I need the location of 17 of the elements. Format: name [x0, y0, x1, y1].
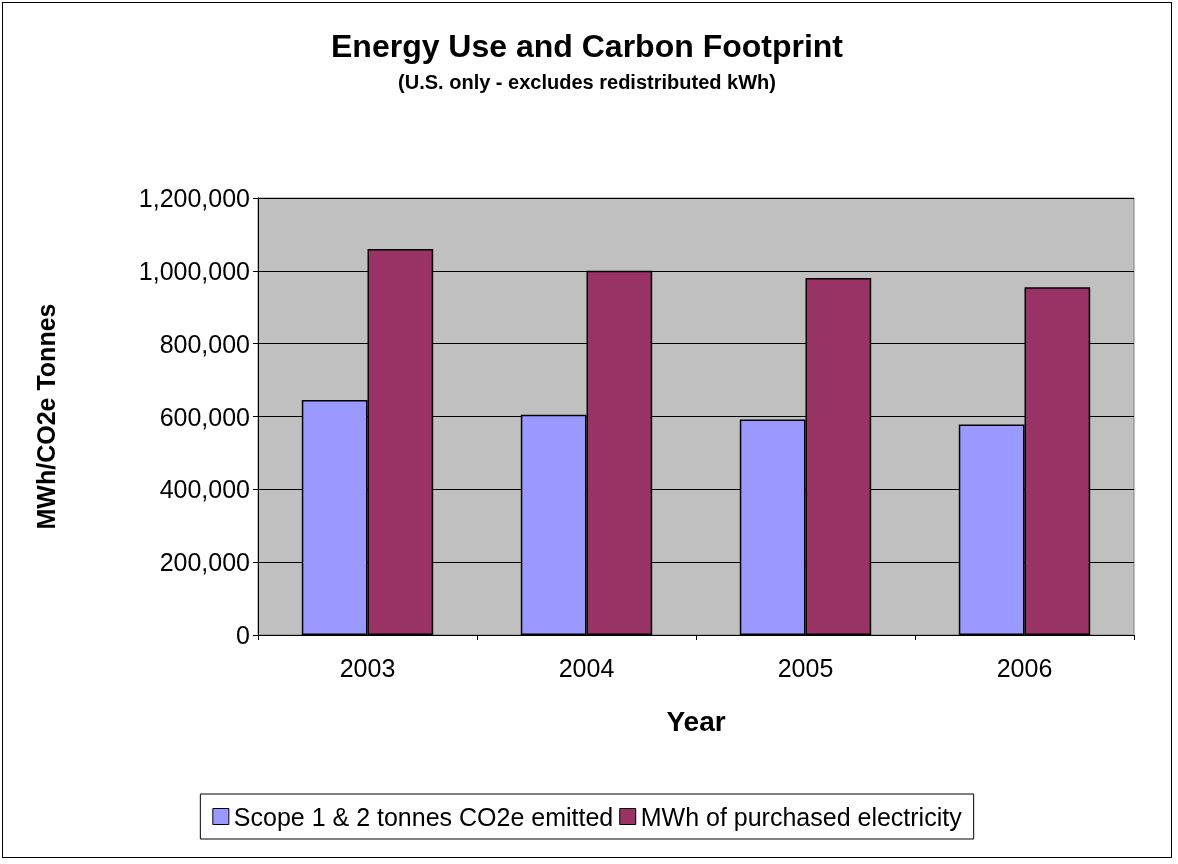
y-tick-label: 600,000 — [159, 402, 250, 431]
x-tick-label: 2003 — [339, 653, 396, 682]
y-tick-label: 400,000 — [159, 475, 250, 504]
chart-title: Energy Use and Carbon Footprint — [330, 28, 844, 64]
legend-label: Scope 1 & 2 tonnes CO2e emitted — [233, 802, 614, 831]
x-tick-label: 2006 — [996, 653, 1053, 682]
x-axis-title: Year — [666, 705, 726, 737]
x-tick-label: 2005 — [777, 653, 834, 682]
y-tick-label: 200,000 — [159, 548, 250, 577]
y-tick-label: 1,200,000 — [138, 184, 250, 212]
x-tick-label: 2004 — [558, 653, 615, 682]
legend-label: MWh of purchased electricity — [640, 802, 963, 831]
chart-subtitle: (U.S. only - excludes redistributed kWh) — [398, 71, 776, 93]
y-tick-label: 800,000 — [159, 329, 250, 358]
y-tick-label: 0 — [236, 621, 250, 649]
y-tick-label: 1,000,000 — [138, 256, 250, 285]
y-axis-title: MWh/CO2e Tonnes — [31, 303, 60, 530]
